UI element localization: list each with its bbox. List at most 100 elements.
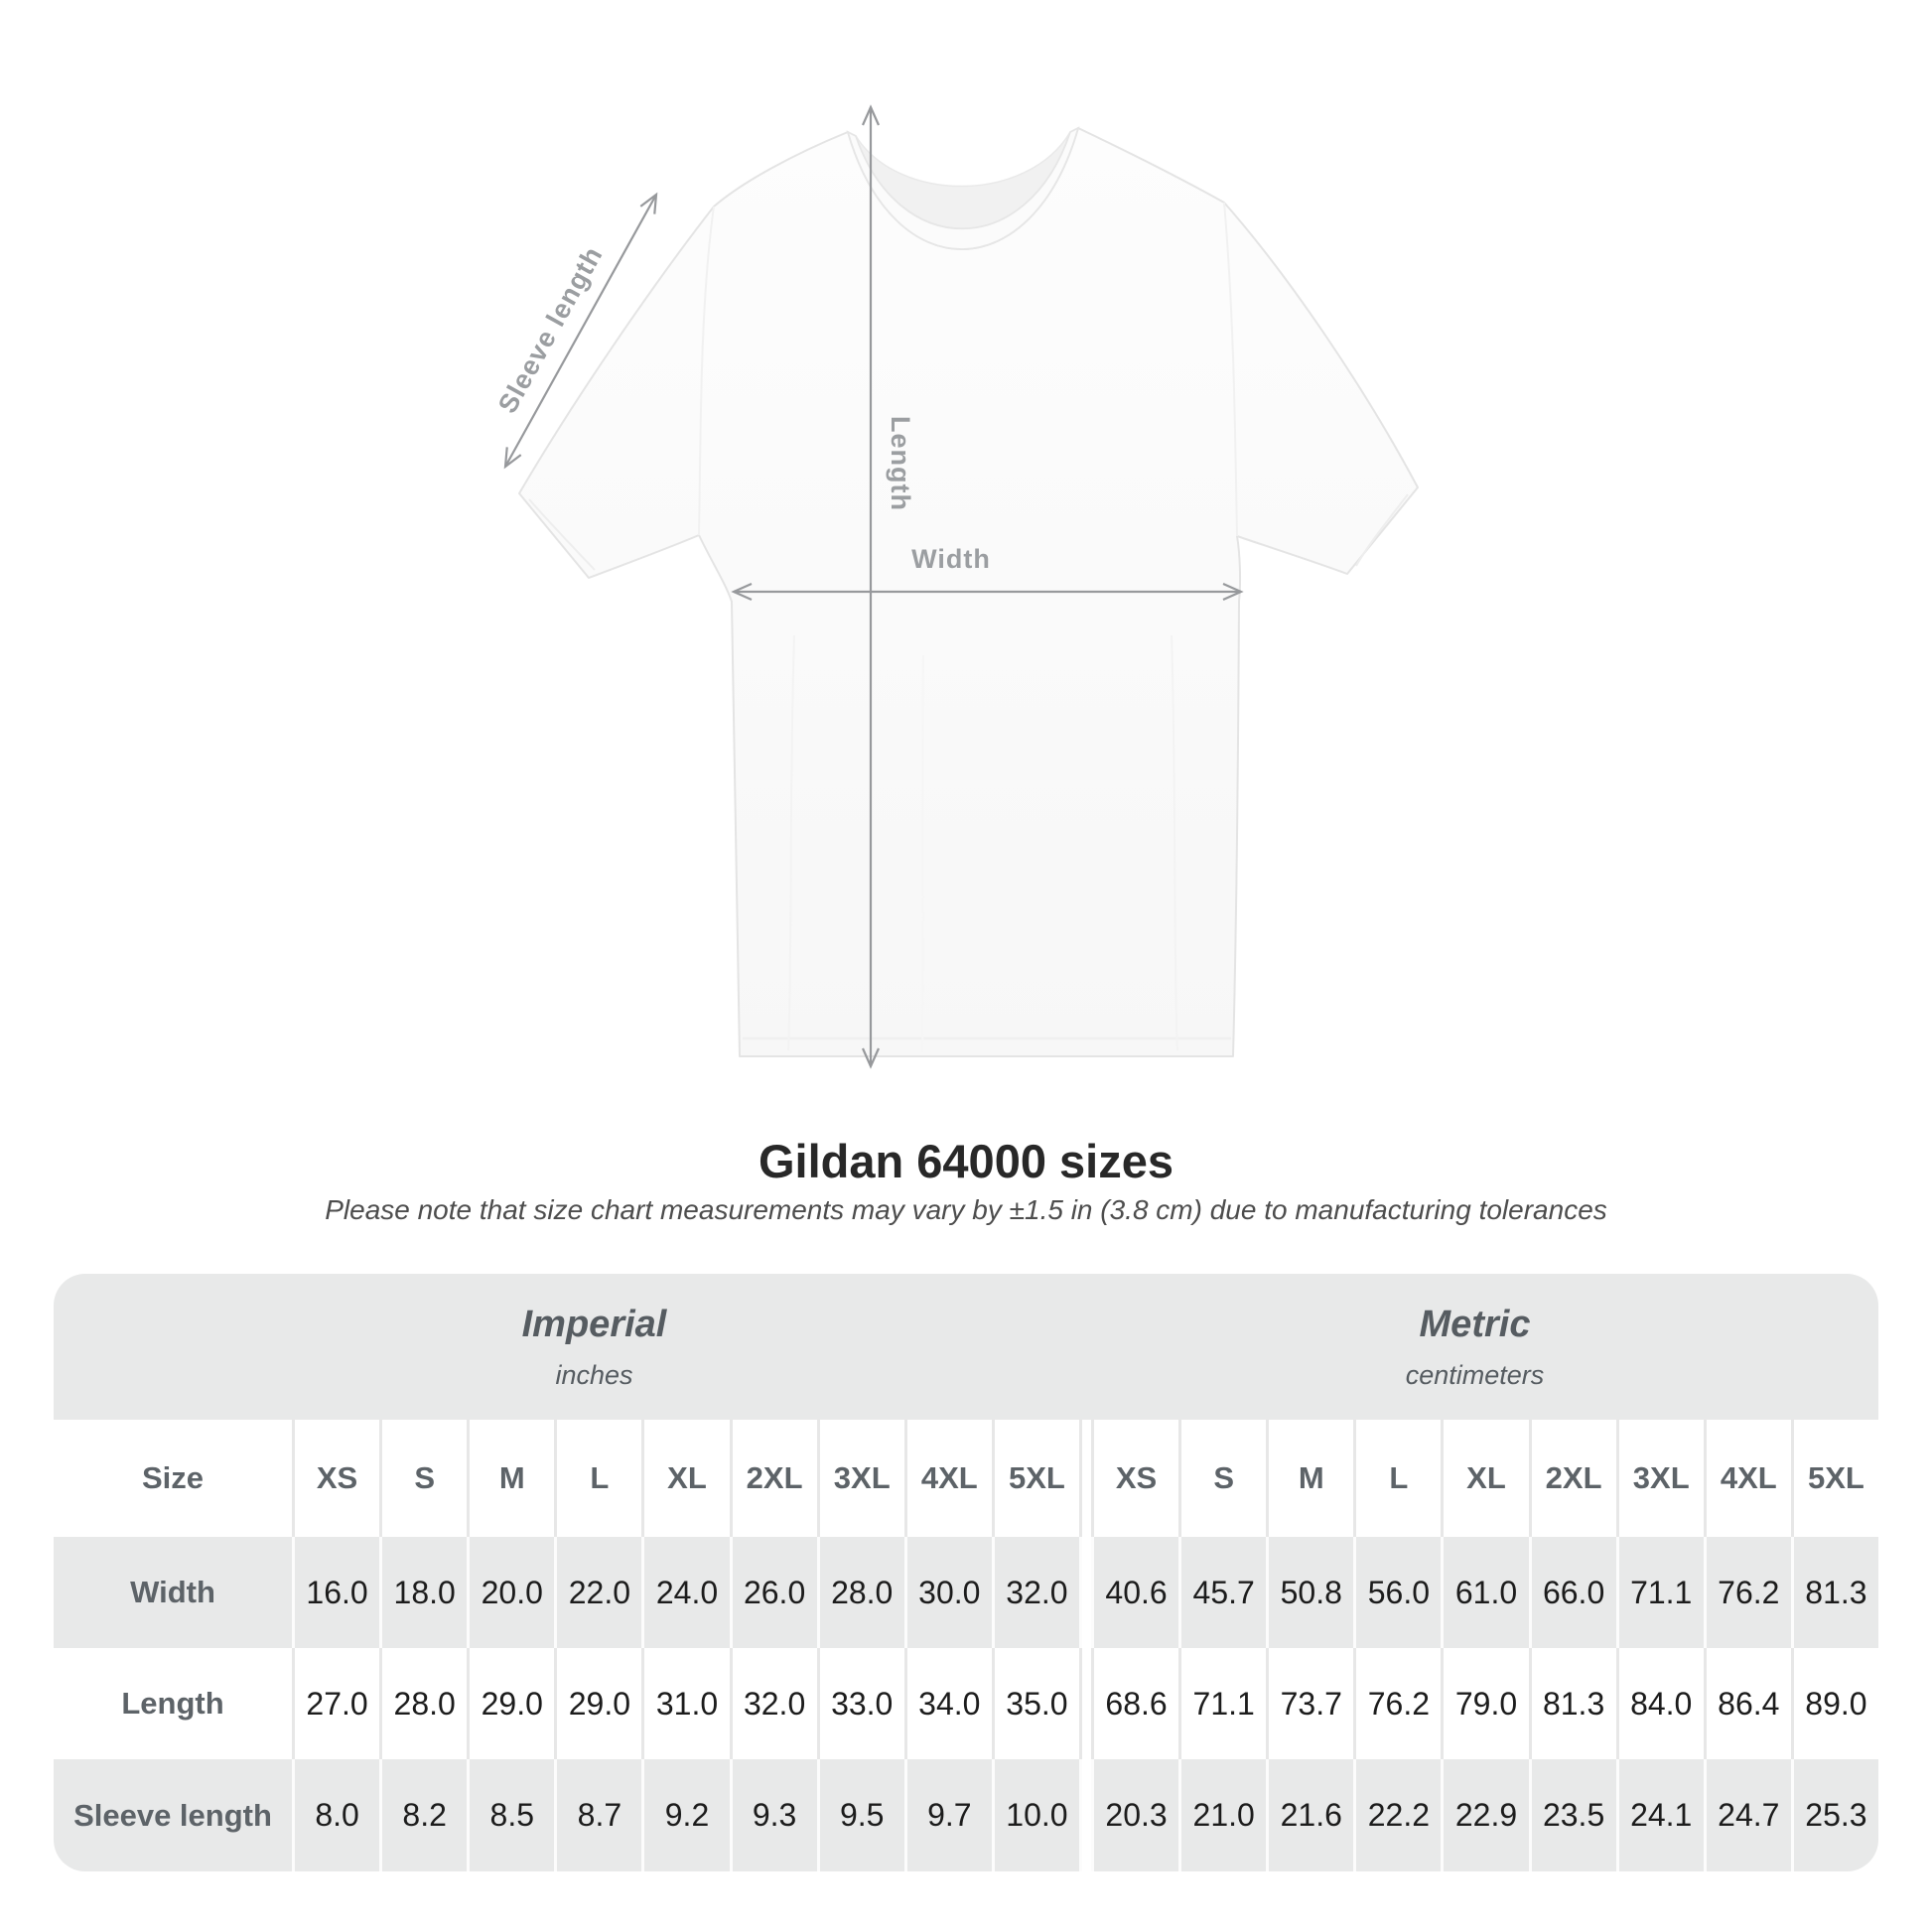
size-header-cell: M <box>467 1420 554 1537</box>
size-header-cell: XS <box>1091 1420 1178 1537</box>
size-header-cell: 2XL <box>729 1420 817 1537</box>
value-cell: 76.2 <box>1703 1537 1791 1648</box>
value-cell: 31.0 <box>641 1648 729 1759</box>
size-header-cell: 2XL <box>1528 1420 1616 1537</box>
right-cuff-stitch <box>1355 493 1409 567</box>
size-header-cell: M <box>1266 1420 1353 1537</box>
value-cell: 50.8 <box>1266 1537 1353 1648</box>
value-cell: 18.0 <box>379 1537 467 1648</box>
value-cell: 68.6 <box>1091 1648 1178 1759</box>
length-row: Length 27.0 28.0 29.0 29.0 31.0 32.0 33.0 34.0 35… <box>54 1648 1878 1759</box>
value-cell: 84.0 <box>1615 1648 1704 1759</box>
page-title: Gildan 64000 sizes <box>758 1135 1174 1187</box>
value-cell: 20.3 <box>1091 1759 1178 1871</box>
value-cell: 86.4 <box>1703 1648 1791 1759</box>
value-cell: 40.6 <box>1091 1537 1178 1648</box>
value-cell: 33.0 <box>816 1648 904 1759</box>
value-cell: 9.5 <box>816 1759 904 1871</box>
size-table: Imperial inches Metric centimeters Size X… <box>54 1274 1878 1871</box>
unit-gutter <box>1079 1759 1091 1871</box>
size-header-row: Size XS S M L XL 2XL 3XL 4XL 5XL XS S M L XL 2XL 3XL 4XL 5… <box>54 1420 1878 1537</box>
width-row: Width 16.0 18.0 20.0 22.0 24.0 26.0 28.0 30.0 32.… <box>54 1537 1878 1648</box>
value-cell: 26.0 <box>729 1537 817 1648</box>
value-cell: 89.0 <box>1790 1648 1878 1759</box>
value-cell: 22.0 <box>554 1537 641 1648</box>
value-cell: 23.5 <box>1528 1759 1616 1871</box>
fabric-crease-right <box>1171 634 1178 1051</box>
value-cell: 16.0 <box>292 1537 379 1648</box>
size-header-cell: XL <box>641 1420 729 1537</box>
value-cell: 24.0 <box>641 1537 729 1648</box>
unit-group-header-row: Imperial inches Metric centimeters <box>54 1274 1878 1420</box>
row-header-cell: Size <box>141 1460 205 1495</box>
value-cell: 8.0 <box>292 1759 379 1871</box>
row-header-cell: Sleeve length <box>73 1797 272 1833</box>
value-cell: 45.7 <box>1178 1537 1266 1648</box>
value-cell: 61.0 <box>1441 1537 1528 1648</box>
value-cell: 71.1 <box>1178 1648 1266 1759</box>
tolerance-note: Please note that size chart measurements… <box>325 1194 1607 1225</box>
sleeve-dimension-line <box>503 192 658 470</box>
row-header-cell: Width <box>130 1575 215 1609</box>
fabric-crease-center <box>921 654 924 1053</box>
size-header-cell: 3XL <box>1615 1420 1704 1537</box>
value-cell: 32.0 <box>729 1648 817 1759</box>
size-header-cell: XL <box>1441 1420 1528 1537</box>
table-body: Size XS S M L XL 2XL 3XL 4XL 5XL XS S M L XL 2XL 3XL 4XL 5… <box>54 1420 1878 1871</box>
value-cell: 21.6 <box>1266 1759 1353 1871</box>
value-cell: 81.3 <box>1528 1648 1616 1759</box>
value-cell: 24.1 <box>1615 1759 1704 1871</box>
value-cell: 29.0 <box>554 1648 641 1759</box>
value-cell: 28.0 <box>379 1648 467 1759</box>
value-cell: 30.0 <box>903 1537 992 1648</box>
fabric-crease-left <box>787 634 795 1051</box>
unit-gutter <box>1079 1648 1091 1759</box>
sleeve-length-row: Sleeve length 8.0 8.2 8.5 8.7 9.2 9.3 9.5 9.7 10.… <box>54 1759 1878 1871</box>
value-cell: 32.0 <box>991 1537 1079 1648</box>
size-header-cell: S <box>379 1420 467 1537</box>
value-cell: 8.2 <box>379 1759 467 1871</box>
unit-gutter <box>1079 1420 1091 1537</box>
metric-group-unit: centimeters <box>1405 1359 1545 1390</box>
value-cell: 9.2 <box>641 1759 729 1871</box>
value-cell: 66.0 <box>1528 1537 1616 1648</box>
size-header-cell: 5XL <box>991 1420 1079 1537</box>
collar-band <box>846 126 1080 250</box>
left-cuff-stitch <box>528 498 596 571</box>
metric-group-title: Metric <box>1419 1303 1531 1345</box>
value-cell: 71.1 <box>1615 1537 1704 1648</box>
value-cell: 29.0 <box>467 1648 554 1759</box>
row-header-cell: Length <box>121 1686 224 1721</box>
length-label: Length <box>886 416 915 511</box>
imperial-group-header: Imperial inches <box>54 1274 1079 1420</box>
metric-group-header: Metric centimeters <box>1091 1274 1878 1420</box>
size-header-cell: 5XL <box>1790 1420 1878 1537</box>
value-cell: 8.7 <box>554 1759 641 1871</box>
width-label: Width <box>911 544 991 574</box>
value-cell: 35.0 <box>991 1648 1079 1759</box>
value-cell: 8.5 <box>467 1759 554 1871</box>
value-cell: 25.3 <box>1790 1759 1878 1871</box>
imperial-group-title: Imperial <box>521 1303 667 1345</box>
tshirt-measurement-diagram: Width Length Sleeve length <box>492 104 1419 1069</box>
value-cell: 81.3 <box>1790 1537 1878 1648</box>
value-cell: 20.0 <box>467 1537 554 1648</box>
size-header-cell: 4XL <box>903 1420 992 1537</box>
imperial-group-unit: inches <box>555 1359 633 1390</box>
size-header-cell: L <box>554 1420 641 1537</box>
value-cell: 22.2 <box>1353 1759 1441 1871</box>
left-sleeve-seam <box>698 206 715 536</box>
size-header-cell: 3XL <box>816 1420 904 1537</box>
value-cell: 34.0 <box>903 1648 992 1759</box>
value-cell: 28.0 <box>816 1537 904 1648</box>
value-cell: 24.7 <box>1703 1759 1791 1871</box>
right-sleeve-seam <box>1223 202 1238 537</box>
unit-gutter <box>1079 1537 1091 1648</box>
size-header-cell: XS <box>292 1420 379 1537</box>
value-cell: 9.3 <box>729 1759 817 1871</box>
size-header-cell: 4XL <box>1703 1420 1791 1537</box>
value-cell: 79.0 <box>1441 1648 1528 1759</box>
value-cell: 56.0 <box>1353 1537 1441 1648</box>
value-cell: 73.7 <box>1266 1648 1353 1759</box>
